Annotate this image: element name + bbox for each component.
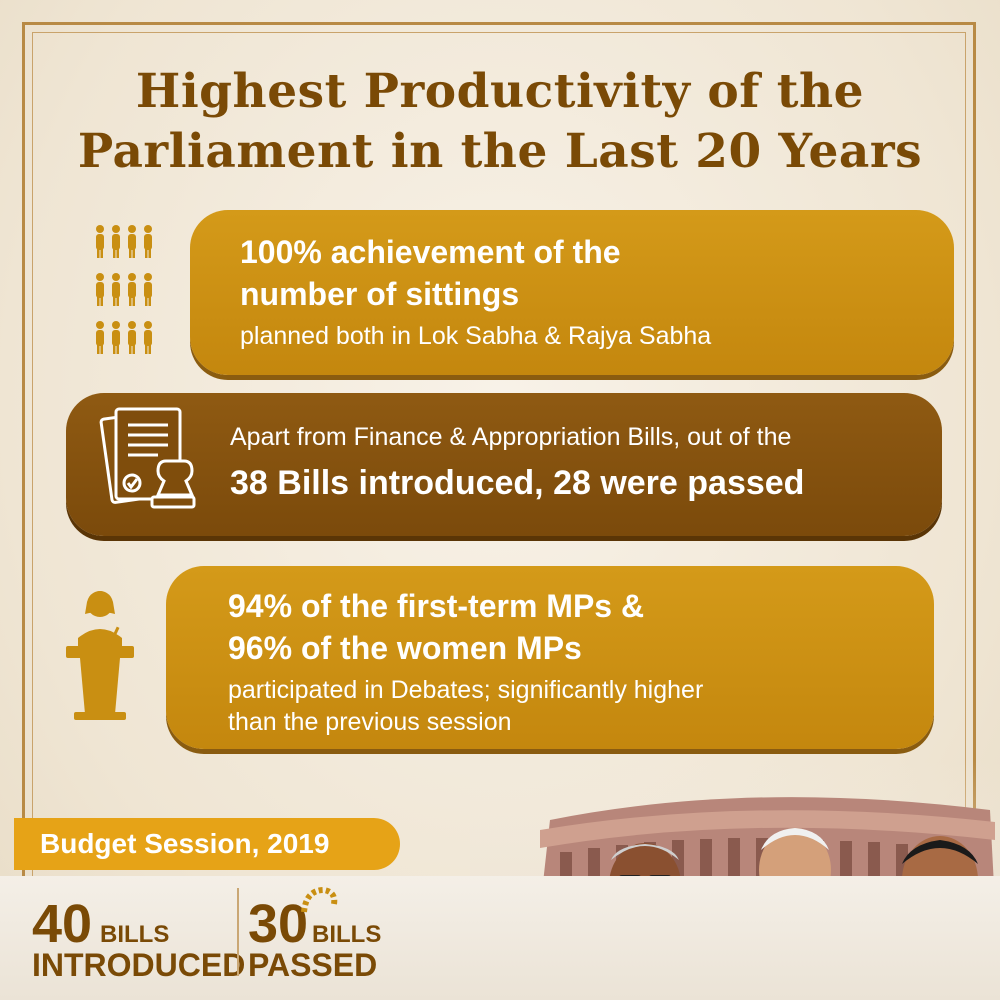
introduced-label: INTRODUCED — [32, 947, 246, 983]
stats-divider — [237, 888, 239, 976]
sittings-card: 100% achievement of the number of sittin… — [190, 210, 954, 375]
introduced-unit: BILLS — [100, 921, 170, 948]
title-line-2: Parliament in the Last 20 Years — [77, 124, 923, 179]
bottom-stats-band — [0, 876, 1000, 1000]
bills-headline: 38 Bills introduced, 28 were passed — [230, 464, 805, 502]
document-stamp-icon — [99, 407, 196, 509]
people-group-icon — [96, 225, 152, 354]
curl-accent-icon — [301, 886, 338, 913]
debates-detail-2: than the previous session — [228, 708, 512, 736]
session-badge: Budget Session, 2019 — [14, 818, 400, 870]
sittings-detail: planned both in Lok Sabha & Rajya Sabha — [240, 322, 712, 350]
debates-headline-2: 96% of the women MPs — [228, 630, 582, 666]
page-title: Highest Productivity of the Parliament i… — [30, 62, 970, 182]
bills-card: Apart from Finance & Appropriation Bills… — [66, 393, 942, 536]
speaker-podium-icon — [66, 591, 134, 720]
passed-label: PASSED — [248, 947, 378, 983]
title-line-1: Highest Productivity of the — [135, 64, 865, 119]
debates-detail-1: participated in Debates; significantly h… — [228, 676, 704, 704]
debates-headline-1: 94% of the first-term MPs & — [228, 588, 645, 624]
bills-detail: Apart from Finance & Appropriation Bills… — [230, 423, 792, 451]
introduced-number: 40 — [32, 894, 93, 954]
sittings-headline-1: 100% achievement of the — [240, 234, 621, 270]
sittings-headline-2: number of sittings — [240, 276, 520, 312]
passed-unit: BILLS — [312, 921, 382, 948]
debates-card: 94% of the first-term MPs & 96% of the w… — [166, 566, 934, 749]
passed-number: 30 — [248, 894, 309, 954]
